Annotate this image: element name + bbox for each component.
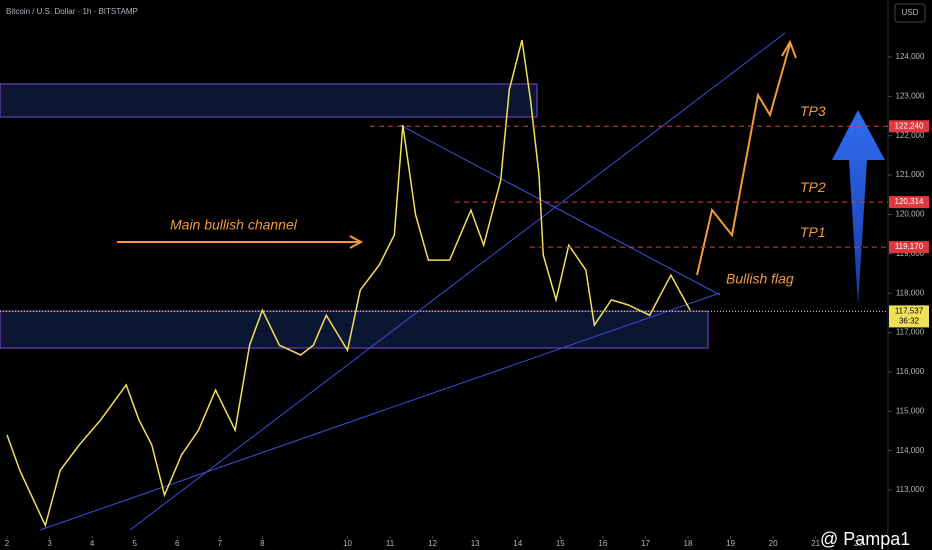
- y-tick-label: 118,000: [896, 288, 925, 297]
- level-label: 122,240: [895, 121, 924, 130]
- level-name: TP3: [800, 103, 826, 119]
- annotation: Main bullish channel: [170, 217, 298, 233]
- price-line: [6, 39, 691, 528]
- level-label: 120,314: [895, 197, 924, 206]
- level-badge: [889, 120, 929, 133]
- x-tick-label: 20: [769, 539, 778, 548]
- countdown: 36:32: [899, 317, 920, 326]
- y-tick-label: 122,000: [896, 131, 925, 140]
- y-tick-label: 115,000: [896, 406, 925, 415]
- y-tick-label: 123,000: [896, 91, 925, 100]
- x-tick-label: 12: [428, 539, 437, 548]
- x-tick-label: 7: [218, 539, 223, 548]
- x-tick-label: 14: [513, 539, 522, 548]
- x-tick-label: 19: [726, 539, 735, 548]
- flag-resistance-line: [399, 124, 721, 296]
- currency-button[interactable]: [894, 3, 926, 23]
- watermark: @ Pampa1: [820, 529, 910, 549]
- y-tick-label: 113,000: [896, 485, 925, 494]
- y-tick-label: 124,000: [896, 52, 925, 61]
- x-tick-label: 22: [854, 539, 863, 548]
- plot: [6, 39, 691, 528]
- resistance-zone: [0, 83, 538, 118]
- x-tick-label: 5: [132, 539, 137, 548]
- x-tick-label: 18: [684, 539, 693, 548]
- last-price-badge: [889, 305, 929, 328]
- currency[interactable]: USD: [902, 8, 919, 17]
- channel-line: [129, 32, 786, 531]
- x-tick-label: 21: [811, 539, 820, 548]
- y-tick-label: 116,000: [896, 367, 925, 376]
- zones: [0, 83, 709, 349]
- x-tick-label: 15: [556, 539, 565, 548]
- y-tick-label: 121,000: [896, 170, 925, 179]
- y-tick-label: 114,000: [896, 446, 925, 455]
- y-tick-label: 117,000: [896, 328, 925, 337]
- x-tick-label: 13: [471, 539, 480, 548]
- projection: [117, 39, 797, 276]
- flag-support-line: [39, 292, 721, 531]
- chart-title: Bitcoin / U.S. Dollar · 1h · BITSTAMP: [6, 7, 138, 16]
- arrow-head: [781, 39, 797, 59]
- level-label: 119,170: [895, 242, 924, 251]
- x-tick-label: 16: [598, 539, 607, 548]
- level-badge: [889, 196, 929, 209]
- x-tick-label: 2: [5, 539, 10, 548]
- level-name: TP1: [800, 224, 826, 240]
- level-badge: [889, 241, 929, 254]
- x-tick-label: 10: [343, 539, 352, 548]
- y-tick-label: 119,000: [896, 249, 925, 258]
- x-tick-label: 8: [260, 539, 265, 548]
- level-name: TP2: [800, 179, 826, 195]
- x-tick-label: 11: [386, 539, 395, 548]
- last-price-label: 117,537: [895, 307, 924, 316]
- y-tick-label: 120,000: [896, 210, 925, 219]
- zigzag-arrow: [696, 43, 791, 276]
- x-tick-label: 3: [47, 539, 52, 548]
- x-tick-label: 6: [175, 539, 180, 548]
- x-tick-label: 4: [90, 539, 95, 548]
- trendlines: [39, 32, 786, 531]
- annotation: Bullish flag: [726, 271, 794, 287]
- x-tick-label: 17: [641, 539, 650, 548]
- arrow-head: [349, 235, 364, 249]
- big-arrow: [832, 110, 885, 305]
